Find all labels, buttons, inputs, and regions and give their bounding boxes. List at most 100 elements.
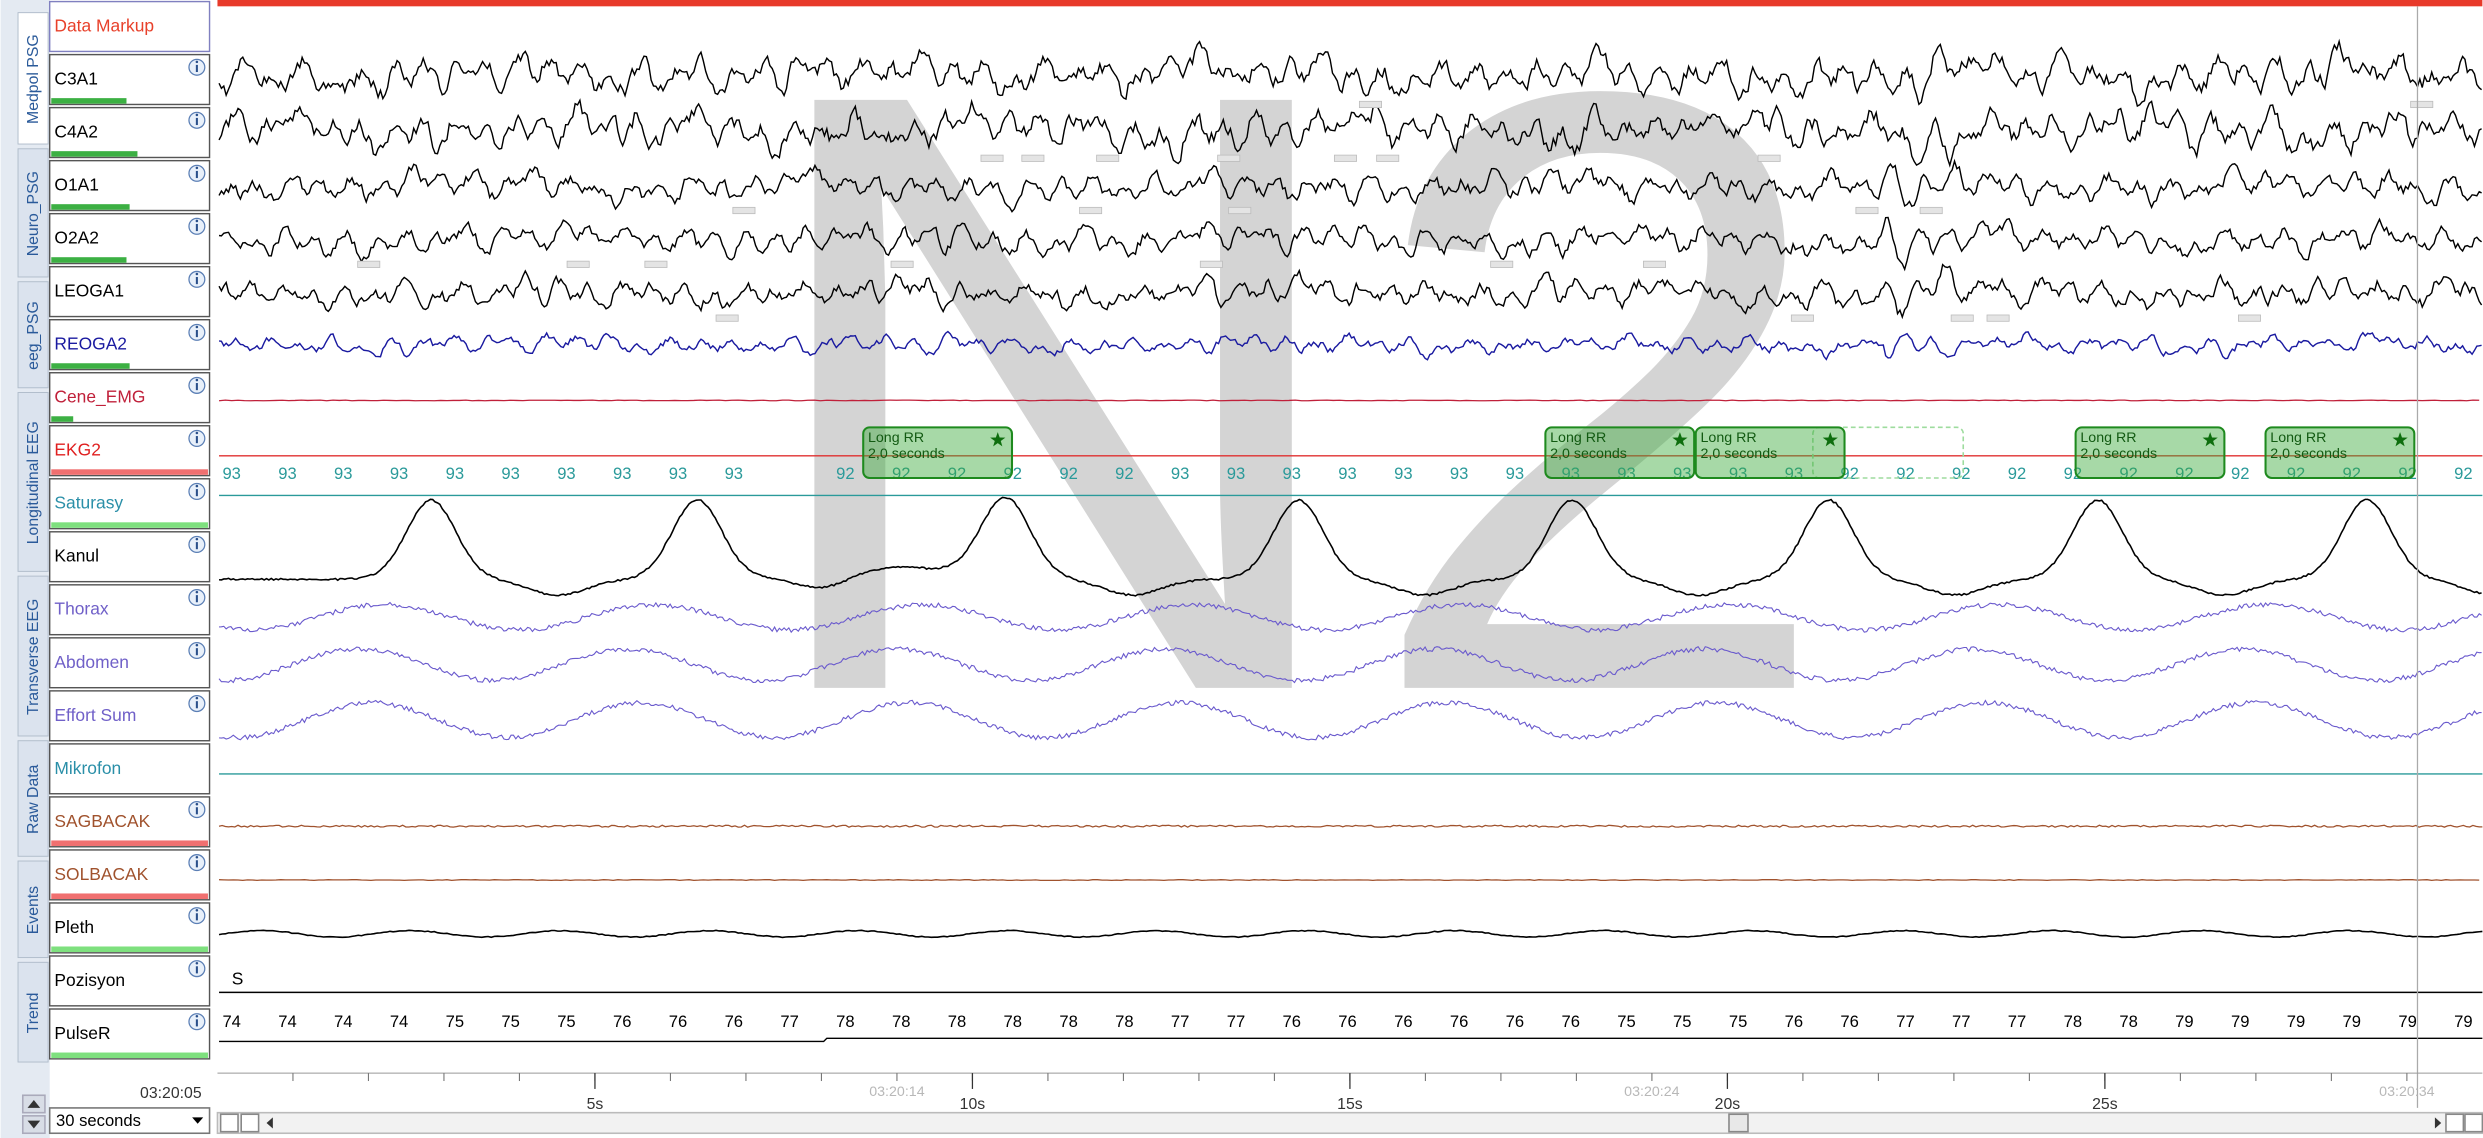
time-tick-label: 20s xyxy=(1715,1096,1741,1113)
channel-label[interactable]: EKG2 xyxy=(48,425,211,477)
pulse-value: 78 xyxy=(2119,1012,2137,1031)
event-marker[interactable]: Long RR2,0 seconds xyxy=(2074,426,2226,480)
info-icon-dot xyxy=(195,696,199,700)
label-box xyxy=(48,319,211,371)
eog-trace xyxy=(218,330,2482,361)
event-marker[interactable]: Long RR2,0 seconds xyxy=(2264,426,2416,480)
artifact-marker xyxy=(2238,314,2261,322)
clock-tick-label: 03:20:14 xyxy=(869,1084,924,1100)
channel-label[interactable]: REOGA2 xyxy=(48,319,211,371)
tab-background xyxy=(17,392,49,572)
saturation-value: 93 xyxy=(613,464,631,483)
time-tick-label: 25s xyxy=(2092,1096,2118,1113)
tab[interactable]: eeg_PSG xyxy=(17,281,49,389)
event-box xyxy=(862,426,1014,480)
channel-label[interactable]: SAGBACAK xyxy=(48,796,211,848)
pulse-value: 78 xyxy=(1115,1012,1133,1031)
tab[interactable]: Neuro_PSG xyxy=(17,148,49,278)
label-box xyxy=(48,902,211,954)
saturation-value: 92 xyxy=(1059,464,1077,483)
channel-label[interactable]: Mikrofon xyxy=(48,743,211,795)
window-dropdown[interactable]: 30 seconds xyxy=(48,1107,211,1135)
channel-name: Kanul xyxy=(54,546,99,566)
channel-label[interactable]: O2A2 xyxy=(48,212,211,265)
channel-label[interactable]: LEOGA1 xyxy=(48,265,211,318)
label-box xyxy=(48,159,211,212)
pulse-value: 76 xyxy=(1785,1012,1803,1031)
faded-event xyxy=(1812,426,1965,479)
effort-trace xyxy=(218,645,2482,684)
event-star xyxy=(1822,432,1838,447)
channel-label[interactable]: Pozisyon xyxy=(48,955,211,1007)
event-marker[interactable]: Long RR2,0 seconds xyxy=(1544,426,1696,480)
tab-background xyxy=(17,281,49,389)
channel-label[interactable]: Pleth xyxy=(48,902,211,954)
channel-label[interactable]: O1A1 xyxy=(48,159,211,212)
scroll-thumb xyxy=(1728,1113,1749,1133)
arrow-up xyxy=(27,1100,41,1108)
channel-name: LEOGA1 xyxy=(54,281,124,301)
artifact-marker xyxy=(1217,154,1241,162)
channel-label[interactable]: Saturasy xyxy=(48,478,211,530)
channel-label[interactable]: PulseR xyxy=(48,1008,211,1060)
event-marker[interactable]: Long RR2,0 seconds xyxy=(1694,426,1846,480)
pulse-value: 79 xyxy=(2175,1012,2193,1031)
event-box xyxy=(1694,426,1846,480)
channel-name: REOGA2 xyxy=(54,334,127,354)
channel-label[interactable]: Abdomen xyxy=(48,637,211,689)
channel-label[interactable]: Cene_EMG xyxy=(48,372,211,424)
saturation-value: 93 xyxy=(1450,464,1468,483)
channel-name: Cene_EMG xyxy=(54,387,145,407)
saturation-value: 93 xyxy=(1394,464,1412,483)
pulse-value: 77 xyxy=(2008,1012,2026,1031)
pulse-value: 76 xyxy=(613,1012,631,1031)
event-detail: 2,0 seconds xyxy=(2270,446,2347,462)
channel-label[interactable]: Kanul xyxy=(48,531,211,583)
channel-label[interactable]: Effort Sum xyxy=(48,690,211,742)
pulse-value: 76 xyxy=(669,1012,687,1031)
time-scrollbar[interactable] xyxy=(216,1111,2483,1135)
tab-scroll[interactable] xyxy=(21,1094,46,1135)
artifact-marker xyxy=(1358,100,1382,109)
artifact-marker xyxy=(980,154,1004,162)
scroll-next xyxy=(2434,1117,2442,1129)
label-box xyxy=(48,849,211,901)
label-box xyxy=(48,1008,211,1060)
tab[interactable]: Longitudinal EEG xyxy=(17,392,49,572)
event-marker[interactable]: Long RR2,0 seconds xyxy=(862,426,1014,480)
channel-name: Saturasy xyxy=(54,493,123,513)
label-box xyxy=(48,637,211,689)
tab[interactable]: Trend xyxy=(17,961,49,1063)
channel-label[interactable]: SOLBACAK xyxy=(48,849,211,901)
time-tick-label: 5s xyxy=(587,1096,604,1113)
tab[interactable]: Raw Data xyxy=(17,740,49,857)
tab[interactable]: Medpol PSG xyxy=(17,12,49,145)
saturation-value: 93 xyxy=(1283,464,1301,483)
label-box xyxy=(48,690,211,742)
eeg-trace xyxy=(218,98,2482,168)
eeg-trace xyxy=(218,216,2483,272)
tab[interactable]: Events xyxy=(17,860,49,959)
pulse-value: 78 xyxy=(836,1012,854,1031)
effort-trace xyxy=(219,699,2482,741)
pulse-value: 76 xyxy=(1561,1012,1579,1031)
saturation-value: 93 xyxy=(1506,464,1524,483)
dropdown-box xyxy=(48,1107,211,1135)
artifact-marker xyxy=(732,206,756,215)
info-icon-dot xyxy=(195,484,199,488)
scroll-last xyxy=(2464,1113,2483,1133)
channel-label[interactable]: Thorax xyxy=(48,584,211,636)
pulse-value: 78 xyxy=(948,1012,966,1031)
pulse-value: 79 xyxy=(2343,1012,2361,1031)
channel-label[interactable]: C4A2 xyxy=(48,106,211,159)
saturation-value: 92 xyxy=(836,464,854,483)
channel-label[interactable]: C3A1 xyxy=(48,53,211,106)
signal-quality-bar xyxy=(51,363,130,369)
pulse-value: 76 xyxy=(1338,1012,1356,1031)
artifact-marker xyxy=(2410,100,2434,109)
dropdown-arrow xyxy=(192,1117,204,1124)
channel-name: SAGBACAK xyxy=(54,811,150,831)
channel-label[interactable]: Data Markup xyxy=(48,0,211,53)
tab[interactable]: Transverse EEG xyxy=(17,575,49,737)
